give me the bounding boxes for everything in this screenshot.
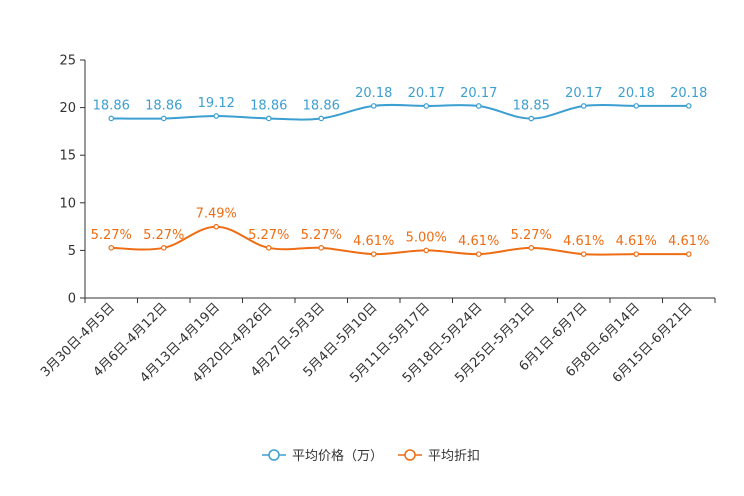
- data-label: 18.86: [145, 98, 182, 113]
- data-point: [108, 245, 115, 251]
- data-point: [633, 103, 640, 109]
- data-point: [580, 251, 587, 257]
- data-point: [160, 115, 167, 122]
- data-point: [265, 245, 272, 251]
- data-label: 5.27%: [143, 228, 184, 243]
- data-label: 18.85: [513, 99, 550, 114]
- y-tick-label: 0: [68, 292, 76, 307]
- data-label: 4.61%: [458, 234, 499, 249]
- data-label: 20.17: [408, 86, 445, 101]
- data-label: 20.17: [460, 86, 497, 101]
- legend-marker: [404, 449, 416, 461]
- data-point: [318, 115, 325, 122]
- series-price: 18.86 18.86 19.12 18.86 18.86 20.18 20.17 20.17…: [93, 86, 707, 122]
- series-discount: 5.27% 5.27% 7.49% 5.27% 5.27% 4.61% 5.00% 4.61%…: [91, 207, 709, 257]
- data-label: 4.61%: [616, 234, 657, 249]
- data-label: 20.17: [565, 86, 602, 101]
- data-point: [160, 245, 167, 251]
- axes: 05101520253月30日-4月5日4月6日-4月12日4月13日-4月19…: [38, 54, 716, 386]
- data-label: 5.27%: [248, 228, 289, 243]
- data-point: [213, 113, 220, 119]
- data-label: 7.49%: [196, 207, 237, 222]
- legend-item-discount[interactable]: 平均折扣: [398, 449, 480, 464]
- data-point: [685, 103, 692, 109]
- data-point: [423, 103, 430, 109]
- legend-label: 平均折扣: [428, 449, 480, 464]
- data-label: 19.12: [198, 96, 235, 111]
- series-line: [111, 225, 689, 256]
- data-point: [528, 245, 535, 251]
- data-point: [475, 103, 482, 109]
- data-label: 4.61%: [668, 234, 709, 249]
- legend[interactable]: 平均价格（万） 平均折扣: [262, 448, 480, 464]
- data-point: [108, 115, 115, 122]
- data-label: 5.00%: [406, 230, 447, 245]
- data-point: [580, 103, 587, 109]
- data-label: 5.27%: [91, 228, 132, 243]
- data-label: 18.86: [303, 98, 340, 113]
- data-label: 4.61%: [563, 234, 604, 249]
- data-point: [370, 103, 377, 109]
- data-point: [475, 251, 482, 257]
- y-tick-label: 20: [59, 101, 76, 116]
- series-line: [111, 103, 689, 121]
- y-tick-label: 15: [59, 149, 76, 164]
- data-label: 5.27%: [301, 228, 342, 243]
- y-tick-label: 25: [59, 54, 76, 69]
- legend-label: 平均价格（万）: [292, 448, 383, 464]
- data-label: 20.18: [355, 86, 392, 101]
- data-point: [528, 115, 535, 122]
- data-label: 4.61%: [353, 234, 394, 249]
- data-point: [370, 251, 377, 257]
- data-point: [318, 245, 325, 251]
- data-point: [213, 223, 220, 230]
- data-label: 5.27%: [511, 228, 552, 243]
- y-tick-label: 5: [68, 244, 76, 259]
- y-tick-label: 10: [59, 196, 76, 211]
- data-label: 18.86: [250, 98, 287, 113]
- data-point: [685, 251, 692, 257]
- data-label: 18.86: [93, 98, 130, 113]
- legend-item-price[interactable]: 平均价格（万）: [262, 448, 383, 464]
- data-label: 20.18: [618, 86, 655, 101]
- data-label: 20.18: [670, 86, 707, 101]
- series-layer: 18.86 18.86 19.12 18.86 18.86 20.18 20.17 20.17…: [91, 86, 709, 257]
- legend-marker: [268, 449, 280, 461]
- data-point: [633, 251, 640, 257]
- data-point: [265, 115, 272, 122]
- data-point: [423, 247, 430, 254]
